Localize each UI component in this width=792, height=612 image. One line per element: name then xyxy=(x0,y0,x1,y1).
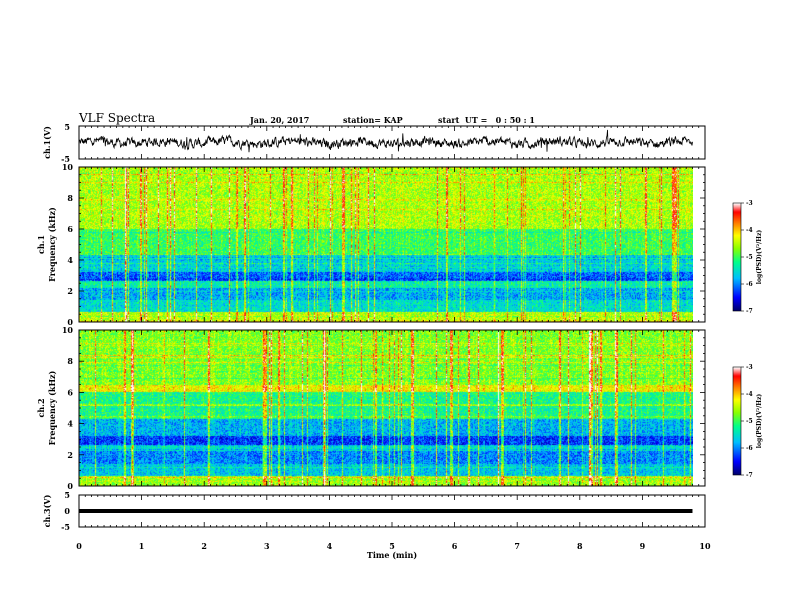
ch2-spectrogram-heatmap xyxy=(79,330,693,486)
ch1-colorbar xyxy=(733,203,741,311)
colorbar-label: log(PSD)(V²/Hz) xyxy=(756,394,763,449)
x-axis-label: Time (min) xyxy=(367,550,417,560)
ch2-spectrogram-ytick: 6 xyxy=(67,387,73,397)
ch2-spectrogram-ytick: 0 xyxy=(67,481,73,491)
ch3-waveform-ytick: 5 xyxy=(64,490,70,500)
ch2-spectrogram-fo xyxy=(79,330,693,486)
x-tick-label: 9 xyxy=(640,541,646,551)
ch1-spectrogram-ytick: 6 xyxy=(67,224,73,234)
ch1-spectrogram-ytick: 2 xyxy=(67,286,73,296)
colorbar-tick-label: -3 xyxy=(746,200,753,207)
ch2-colorbar xyxy=(733,367,741,475)
ch2-spectrogram-ytick: 8 xyxy=(67,356,73,366)
ch2-spectrogram-ylabel-channel: ch.2 xyxy=(36,398,46,417)
colorbar-tick-label: -6 xyxy=(746,445,753,452)
ch2-spectrogram-ytick: 10 xyxy=(62,325,74,335)
ch2-spectrogram-ylabel: Frequency (kHz) xyxy=(47,370,57,445)
ch1-waveform-ytick: 5 xyxy=(64,122,70,132)
ch1-spectrogram-ytick: 8 xyxy=(67,193,73,203)
colorbar-tick-label: -4 xyxy=(746,227,753,234)
colorbar-tick-label: -7 xyxy=(746,472,753,479)
ch3-waveform-ytick: -5 xyxy=(61,522,70,532)
x-tick-label: 5 xyxy=(389,541,395,551)
x-tick-label: 0 xyxy=(76,541,82,551)
x-tick-label: 7 xyxy=(514,541,520,551)
ch2-spectrogram-ytick: 4 xyxy=(67,419,73,429)
ch1-waveform-ylabel: ch.1(V) xyxy=(42,126,52,159)
ch2-spectrogram-ytick: 2 xyxy=(67,450,73,460)
x-tick-label: 8 xyxy=(577,541,583,551)
ch1-spectrogram-ytick: 0 xyxy=(67,317,73,327)
colorbar-tick-label: -3 xyxy=(746,364,753,371)
date-label: Jan. 20, 2017 xyxy=(250,115,310,125)
start-time-label: start UT = 0 : 50 : 1 xyxy=(438,115,535,125)
x-tick-label: 3 xyxy=(264,541,270,551)
colorbar-tick-label: -7 xyxy=(746,308,753,315)
x-tick-label: 2 xyxy=(201,541,207,551)
colorbar-tick-label: -5 xyxy=(746,254,753,261)
ch1-waveform-ytick: -5 xyxy=(61,154,70,164)
ch1-spectrogram-ytick: 4 xyxy=(67,255,73,265)
colorbar-label: log(PSD)(V²/Hz) xyxy=(756,230,763,285)
colorbar-tick-label: -6 xyxy=(746,281,753,288)
x-tick-label: 1 xyxy=(139,541,145,551)
ch3-waveform-ylabel: ch.3(V) xyxy=(42,494,52,527)
ch1-colorbar-fo xyxy=(733,203,741,311)
ch1-spectrogram-heatmap xyxy=(79,167,693,322)
ch1-spectrogram-ylabel: Frequency (kHz) xyxy=(47,207,57,282)
ch2-colorbar-fo xyxy=(733,367,741,475)
station-label: station= KAP xyxy=(343,115,403,125)
colorbar-tick-label: -4 xyxy=(746,391,753,398)
x-tick-label: 6 xyxy=(452,541,458,551)
ch1-waveform-line xyxy=(78,129,693,153)
x-tick-label: 10 xyxy=(699,541,711,551)
ch1-spectrogram-ylabel-channel: ch.1 xyxy=(36,235,46,254)
ch3-waveform-ytick: 0 xyxy=(64,506,70,516)
x-tick-label: 4 xyxy=(327,541,333,551)
ch1-spectrogram-fo xyxy=(79,167,693,322)
ch1-spectrogram-ytick: 10 xyxy=(62,162,74,172)
page-title: VLF Spectra xyxy=(79,111,156,125)
colorbar-tick-label: -5 xyxy=(746,418,753,425)
